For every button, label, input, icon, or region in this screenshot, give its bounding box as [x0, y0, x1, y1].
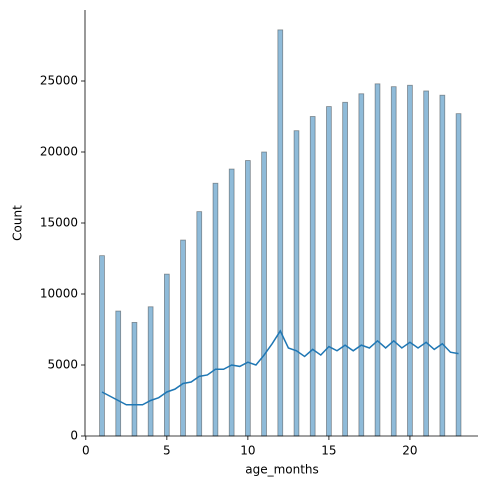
x-tick-label: 10	[240, 444, 255, 458]
bar	[326, 106, 332, 437]
bar	[342, 101, 348, 437]
bar	[212, 182, 219, 437]
bar	[277, 29, 284, 437]
bar	[293, 130, 300, 437]
y-tick-label: 10000	[40, 287, 78, 301]
bar	[245, 160, 251, 437]
bar	[309, 116, 316, 437]
x-tick-label: 0	[82, 444, 90, 458]
y-tick-label: 5000	[47, 358, 78, 372]
bar	[99, 255, 105, 437]
x-tick-label: 20	[402, 444, 417, 458]
bar	[423, 90, 429, 437]
bar	[228, 168, 235, 437]
bar	[164, 273, 170, 437]
bar	[131, 321, 138, 437]
x-axis-label: age_months	[245, 463, 319, 477]
bar	[407, 84, 413, 437]
bar	[439, 94, 446, 437]
bar	[115, 310, 122, 437]
bar	[196, 211, 203, 437]
y-tick-label: 25000	[40, 74, 78, 88]
kde-line	[101, 329, 459, 406]
x-tick-label: 15	[321, 444, 336, 458]
bar	[455, 113, 462, 437]
bar	[180, 239, 186, 437]
y-tick-label: 20000	[40, 145, 78, 159]
bar	[147, 306, 154, 437]
bar	[374, 83, 381, 437]
y-tick-label: 0	[70, 429, 78, 443]
bar	[390, 86, 397, 437]
x-tick-label: 5	[163, 444, 171, 458]
bar	[358, 93, 365, 437]
y-axis-label: Count	[11, 205, 25, 241]
y-tick-label: 15000	[40, 216, 78, 230]
bar	[261, 151, 267, 437]
